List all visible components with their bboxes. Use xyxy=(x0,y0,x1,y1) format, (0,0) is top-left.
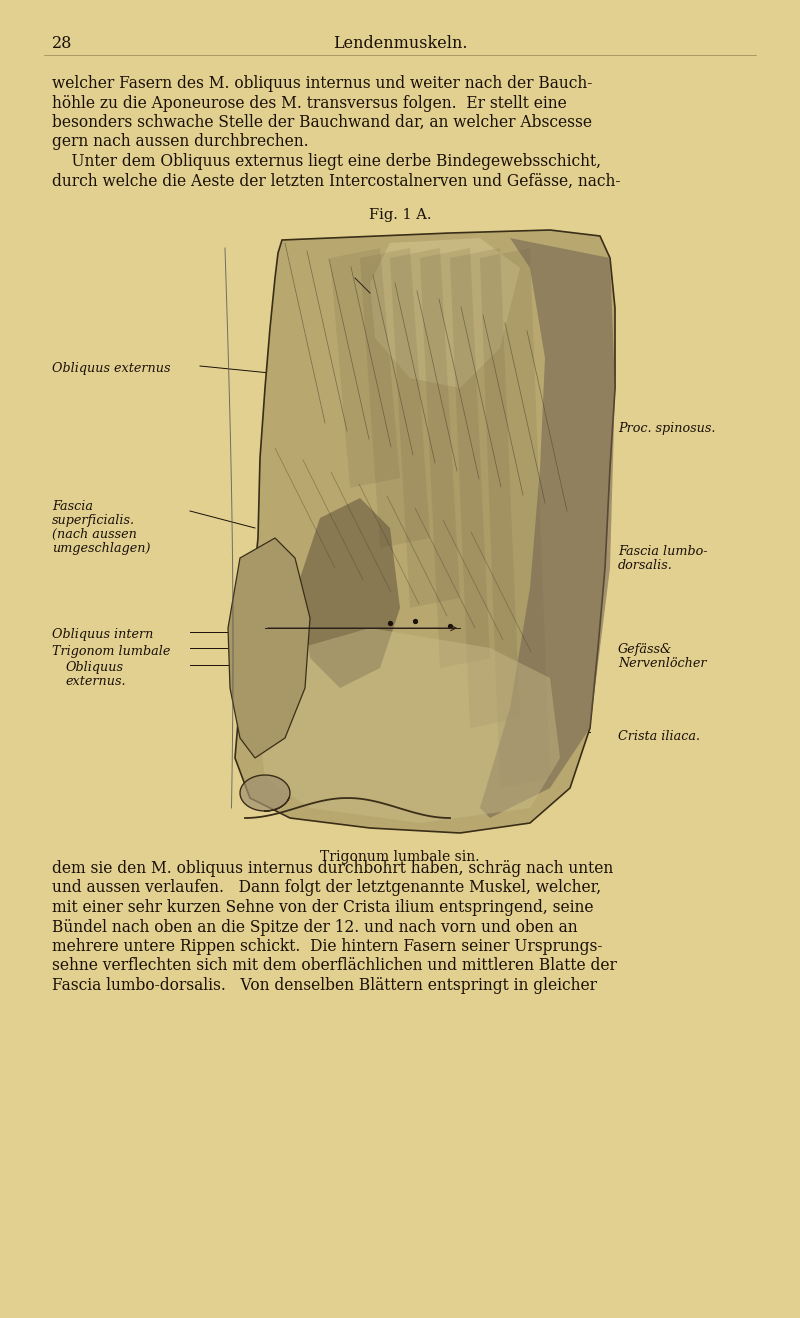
Text: externus.: externus. xyxy=(65,675,126,688)
Polygon shape xyxy=(480,248,550,788)
Text: und aussen verlaufen.   Dann folgt der letztgenannte Muskel, welcher,: und aussen verlaufen. Dann folgt der let… xyxy=(52,879,601,896)
Text: sehne verflechten sich mit dem oberflächlichen und mittleren Blatte der: sehne verflechten sich mit dem oberfläch… xyxy=(52,957,617,974)
Text: Fig. 1 A.: Fig. 1 A. xyxy=(369,208,431,221)
Text: (nach aussen: (nach aussen xyxy=(52,529,137,540)
Text: Proc. spinosus.: Proc. spinosus. xyxy=(618,422,715,435)
Polygon shape xyxy=(390,248,460,608)
Text: Fascia lumbo-: Fascia lumbo- xyxy=(618,546,707,558)
Text: superficialis.: superficialis. xyxy=(52,514,135,527)
Text: Fascia: Fascia xyxy=(52,500,93,513)
Text: Trigonom lumbale: Trigonom lumbale xyxy=(52,645,170,658)
Text: Lendenmuskeln.: Lendenmuskeln. xyxy=(333,36,467,53)
Polygon shape xyxy=(240,775,290,811)
Text: Obliquus: Obliquus xyxy=(65,662,123,673)
Text: Obliquus externus: Obliquus externus xyxy=(52,362,170,376)
Polygon shape xyxy=(480,239,615,818)
Polygon shape xyxy=(258,627,560,822)
Polygon shape xyxy=(300,498,400,688)
Text: Unter dem Obliquus externus liegt eine derbe Bindegewebsschicht,: Unter dem Obliquus externus liegt eine d… xyxy=(52,153,601,170)
Text: 28: 28 xyxy=(52,36,72,53)
Polygon shape xyxy=(420,248,490,668)
Text: Obliquus intern: Obliquus intern xyxy=(52,627,154,641)
Polygon shape xyxy=(450,248,520,728)
Text: besonders schwache Stelle der Bauchwand dar, an welcher Abscesse: besonders schwache Stelle der Bauchwand … xyxy=(52,113,592,130)
Polygon shape xyxy=(228,538,310,758)
Text: Fascia lumbo-dorsalis.   Von denselben Blättern entspringt in gleicher: Fascia lumbo-dorsalis. Von denselben Blä… xyxy=(52,977,597,994)
Text: Latissimus dorsi.: Latissimus dorsi. xyxy=(315,264,425,277)
Text: dem sie den M. obliquus internus durchbohrt haben, schräg nach unten: dem sie den M. obliquus internus durchbo… xyxy=(52,861,614,876)
Text: dorsalis.: dorsalis. xyxy=(618,559,673,572)
Text: Crista iliaca.: Crista iliaca. xyxy=(618,730,700,743)
Text: umgeschlagen): umgeschlagen) xyxy=(52,542,150,555)
Text: Nervenlöcher: Nervenlöcher xyxy=(618,656,706,670)
Text: Trigonum lumbale sin.: Trigonum lumbale sin. xyxy=(320,850,480,865)
Text: mit einer sehr kurzen Sehne von der Crista ilium entspringend, seine: mit einer sehr kurzen Sehne von der Cris… xyxy=(52,899,594,916)
Polygon shape xyxy=(330,248,400,488)
Text: gern nach aussen durchbrechen.: gern nach aussen durchbrechen. xyxy=(52,133,309,150)
Text: mehrere untere Rippen schickt.  Die hintern Fasern seiner Ursprungs-: mehrere untere Rippen schickt. Die hinte… xyxy=(52,938,602,956)
Text: Gefäss&: Gefäss& xyxy=(618,643,672,656)
Polygon shape xyxy=(235,231,615,833)
Polygon shape xyxy=(370,239,520,387)
Text: durch welche die Aeste der letzten Intercostalnerven und Gefässe, nach-: durch welche die Aeste der letzten Inter… xyxy=(52,173,621,190)
Text: Bündel nach oben an die Spitze der 12. und nach vorn und oben an: Bündel nach oben an die Spitze der 12. u… xyxy=(52,919,578,936)
Text: welcher Fasern des M. obliquus internus und weiter nach der Bauch-: welcher Fasern des M. obliquus internus … xyxy=(52,75,592,92)
Polygon shape xyxy=(360,248,430,548)
Text: höhle zu die Aponeurose des M. transversus folgen.  Er stellt eine: höhle zu die Aponeurose des M. transvers… xyxy=(52,95,566,112)
